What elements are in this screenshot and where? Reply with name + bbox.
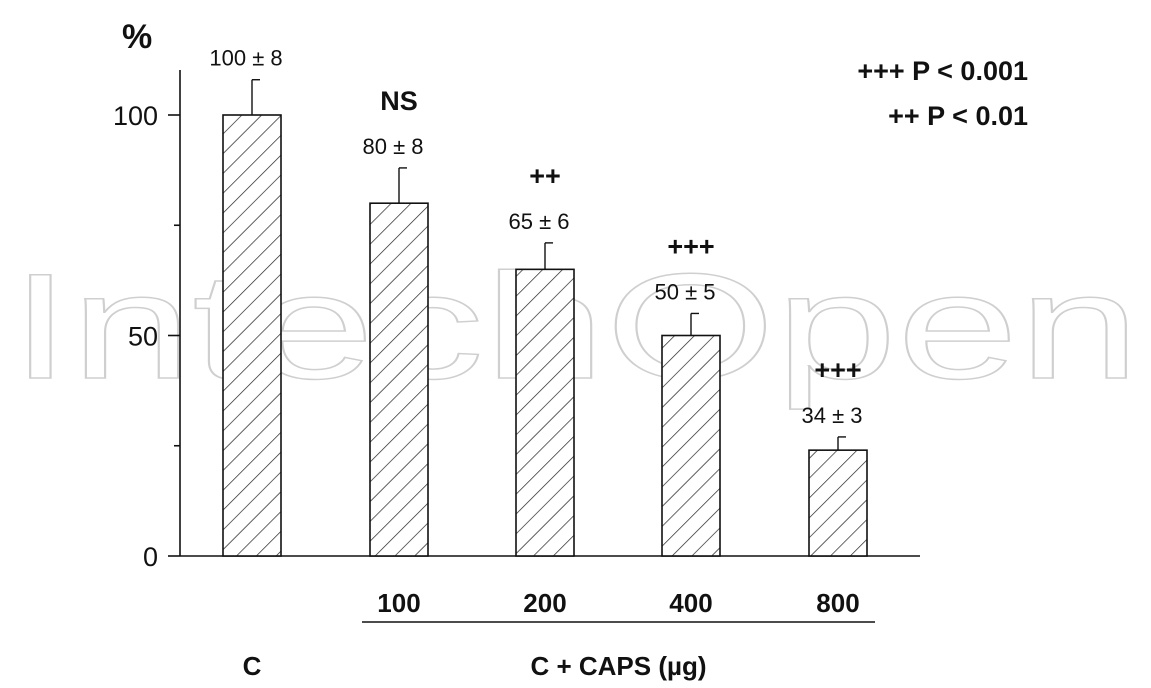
bar: [515, 268, 575, 557]
data-labels: 100 ± 8 80 ± 8 65 ± 6 50 ± 5 34 ± 3: [209, 46, 862, 428]
significance-marker: +++: [667, 231, 714, 261]
group-label: C: [243, 651, 262, 681]
y-tick-label: 0: [143, 542, 158, 572]
x-tick-label: 800: [816, 588, 859, 618]
data-label: 50 ± 5: [654, 279, 715, 304]
legend-entry: ++ P < 0.01: [888, 101, 1028, 131]
y-tick-label: 50: [128, 322, 158, 352]
bar: [369, 202, 429, 557]
bar: [661, 334, 721, 557]
bar: [222, 114, 282, 557]
bar: [808, 449, 868, 557]
data-label: 65 ± 6: [508, 209, 569, 234]
y-axis-label: %: [122, 18, 152, 56]
data-label: 34 ± 3: [801, 403, 862, 428]
data-label: 100 ± 8: [209, 46, 282, 71]
legend-entry: +++ P < 0.001: [857, 56, 1028, 86]
significance-marker: NS: [380, 86, 418, 116]
x-tick-label: 400: [669, 588, 712, 618]
watermark-text: IntechOpen: [10, 242, 1140, 410]
y-tick-label: 100: [113, 101, 158, 131]
significance-markers: NS++++++++: [380, 86, 861, 385]
bars: [222, 114, 868, 557]
group-label: C + CAPS (µg): [530, 651, 706, 681]
x-tick-label: 100: [377, 588, 420, 618]
group-labels: C C + CAPS (µg): [243, 621, 875, 681]
x-tick-label: 200: [523, 588, 566, 618]
significance-marker: ++: [529, 161, 561, 191]
data-label: 80 ± 8: [362, 134, 423, 159]
y-ticks: 0 50 100: [113, 101, 180, 572]
category-labels: 100 200 400 800: [377, 588, 859, 618]
error-bars: [251, 79, 846, 451]
legend: +++ P < 0.001 ++ P < 0.01: [857, 56, 1028, 131]
significance-marker: +++: [814, 355, 861, 385]
